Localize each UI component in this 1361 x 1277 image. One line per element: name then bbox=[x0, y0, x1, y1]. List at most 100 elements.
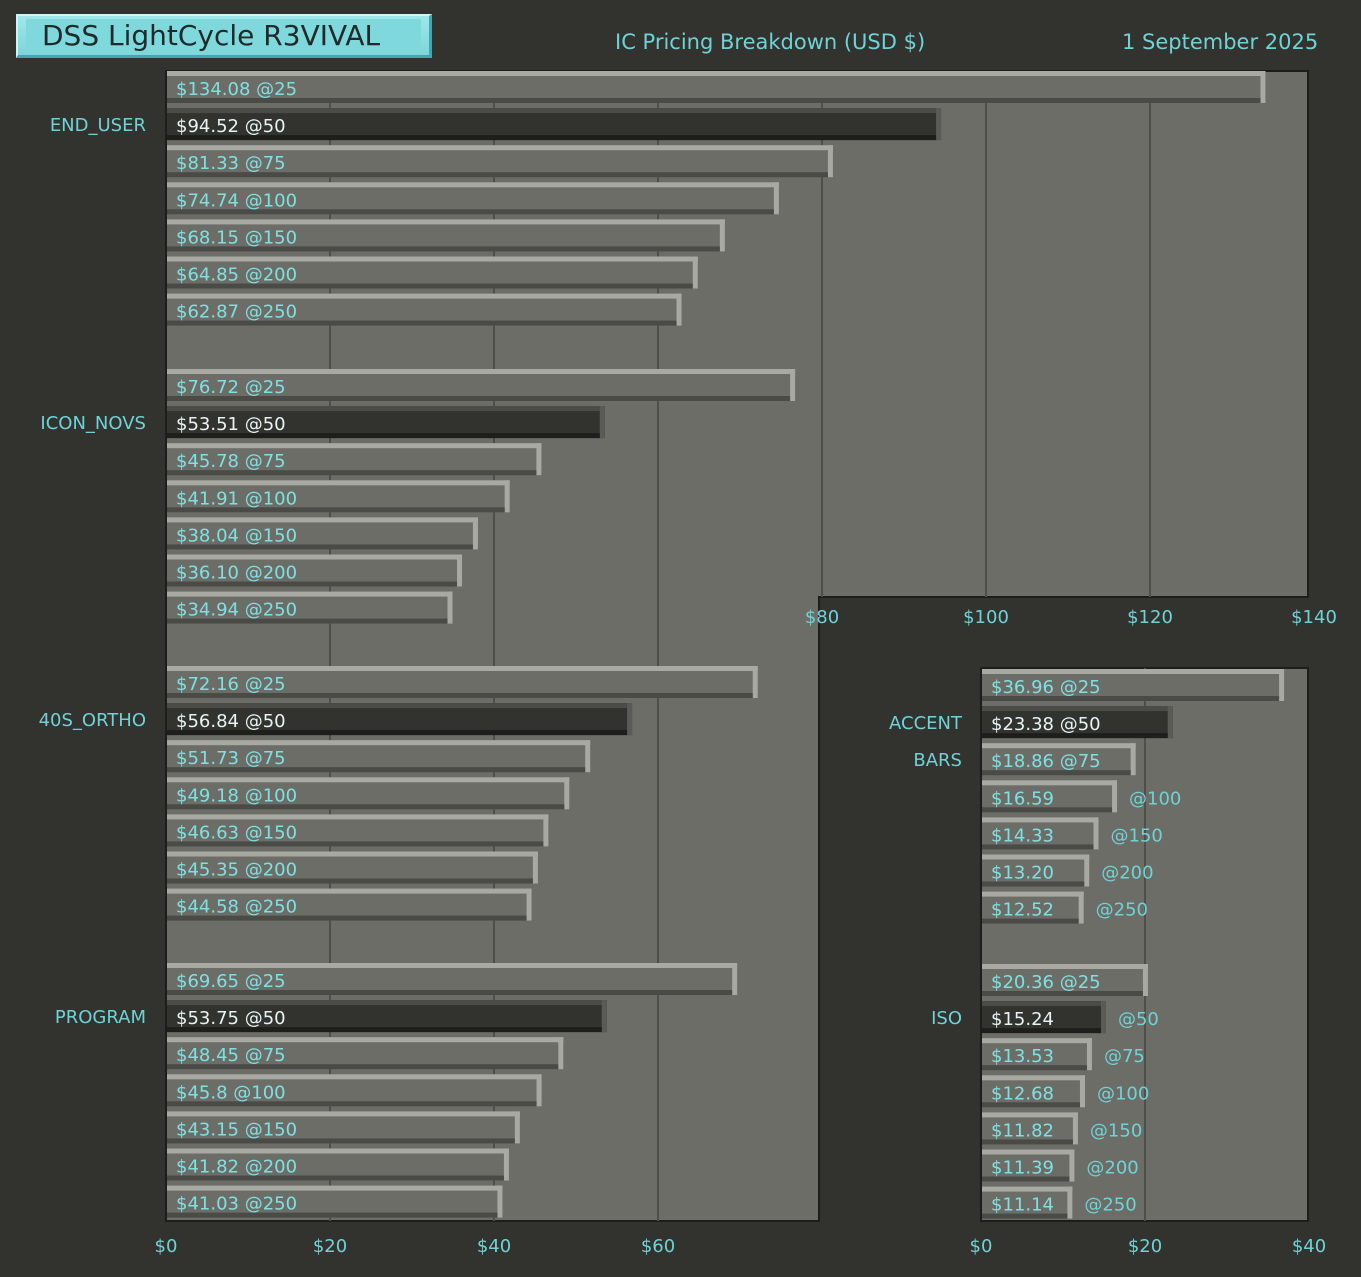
bar-right-edge bbox=[599, 406, 605, 439]
bar-data-label: $62.87 @250 bbox=[176, 302, 297, 323]
group-label: ISO bbox=[931, 1008, 962, 1029]
bar-top-edge bbox=[167, 666, 758, 671]
bar-top-edge bbox=[167, 591, 453, 597]
report-date: 1 September 2025 bbox=[1122, 30, 1319, 54]
bar-right-edge bbox=[503, 1148, 509, 1181]
bar bbox=[167, 777, 570, 810]
bar-right-edge bbox=[536, 1074, 542, 1107]
bar bbox=[982, 964, 1148, 996]
bar-data-label: $16.59 bbox=[991, 788, 1054, 809]
bar-right-edge bbox=[1084, 854, 1090, 887]
bar bbox=[167, 1185, 503, 1218]
bar-bottom-edge bbox=[982, 770, 1131, 776]
bar-top-edge bbox=[167, 777, 570, 783]
bar bbox=[167, 1037, 564, 1070]
bar-right-edge bbox=[676, 293, 682, 326]
bar-data-label: $11.14 bbox=[991, 1195, 1054, 1216]
bar bbox=[982, 891, 1084, 924]
bar-top-edge bbox=[982, 891, 1084, 897]
bar-bottom-edge bbox=[982, 844, 1094, 850]
bar bbox=[167, 219, 725, 252]
bar-top-edge bbox=[982, 706, 1173, 712]
bar-top-edge bbox=[167, 1148, 509, 1154]
bar bbox=[167, 554, 463, 587]
bar-data-label: $64.85 @200 bbox=[176, 265, 297, 286]
bar-top-edge bbox=[167, 1074, 542, 1080]
bar-quantity-label: @200 bbox=[1086, 1158, 1138, 1179]
bar-data-label: $15.24 bbox=[991, 1009, 1054, 1030]
bar-top-edge bbox=[167, 219, 725, 225]
bar-bottom-edge bbox=[982, 1102, 1080, 1108]
bar-data-label: $12.68 bbox=[991, 1083, 1054, 1104]
bar-top-edge bbox=[167, 406, 605, 412]
bar-bottom-edge bbox=[167, 1175, 504, 1181]
bar-right-edge bbox=[752, 666, 758, 698]
bar bbox=[982, 706, 1173, 739]
bar-right-edge bbox=[1093, 817, 1099, 850]
x-tick-label: $60 bbox=[641, 1236, 675, 1257]
bar bbox=[167, 888, 532, 921]
bar-top-edge bbox=[982, 1149, 1075, 1155]
bar-top-edge bbox=[167, 256, 698, 262]
bar-data-label: $41.03 @250 bbox=[176, 1194, 297, 1215]
bar-quantity-label: @150 bbox=[1111, 825, 1163, 846]
bar-data-label: $134.08 @25 bbox=[176, 79, 297, 100]
main-plot-area bbox=[165, 70, 1309, 1222]
bar-right-edge bbox=[558, 1037, 564, 1070]
bar-top-edge bbox=[167, 108, 942, 114]
bar bbox=[167, 851, 538, 884]
bar-right-edge bbox=[790, 369, 796, 401]
bar-top-edge bbox=[982, 964, 1148, 969]
bar-data-label: $34.94 @250 bbox=[176, 600, 297, 621]
bar-top-edge bbox=[167, 1000, 607, 1006]
bar-bottom-edge bbox=[982, 733, 1168, 739]
bar-data-label: $11.82 bbox=[991, 1120, 1054, 1141]
bar-right-edge bbox=[827, 145, 833, 178]
bar-bottom-edge bbox=[167, 841, 544, 847]
bar-top-edge bbox=[167, 1037, 564, 1043]
bar-right-edge bbox=[1100, 1001, 1106, 1034]
bar bbox=[167, 256, 698, 289]
bar bbox=[167, 145, 833, 178]
bar-right-edge bbox=[532, 851, 538, 884]
bar-top-edge bbox=[167, 369, 796, 374]
bar-right-edge bbox=[504, 480, 510, 513]
bar-bottom-edge bbox=[167, 618, 448, 624]
bar-right-edge bbox=[627, 703, 633, 736]
bar-bottom-edge bbox=[167, 767, 586, 773]
bar-bottom-edge bbox=[167, 915, 527, 921]
bar bbox=[167, 443, 542, 476]
bar-top-edge bbox=[982, 743, 1136, 749]
x-tick-label: $20 bbox=[313, 1236, 347, 1257]
bar-bottom-edge bbox=[167, 730, 628, 736]
bar-bottom-edge bbox=[982, 1176, 1070, 1182]
bar bbox=[167, 814, 549, 847]
bar-data-label: $18.86 @75 bbox=[991, 751, 1101, 772]
bar-bottom-edge bbox=[167, 470, 537, 476]
bar bbox=[982, 1038, 1092, 1071]
bar bbox=[167, 293, 682, 326]
bar bbox=[167, 1000, 607, 1033]
bar-bottom-edge bbox=[167, 1027, 602, 1033]
bar-right-edge bbox=[447, 591, 453, 624]
group-label: END_USER bbox=[50, 115, 146, 136]
bar-data-label: $36.10 @200 bbox=[176, 563, 297, 584]
bar-bottom-edge bbox=[167, 693, 753, 698]
bar bbox=[167, 666, 758, 698]
bar-data-label: $76.72 @25 bbox=[176, 377, 286, 398]
bar bbox=[167, 1148, 509, 1181]
bar-top-edge bbox=[167, 703, 633, 709]
bar-bottom-edge bbox=[982, 807, 1113, 813]
bar-right-edge bbox=[773, 182, 779, 215]
bar bbox=[982, 1112, 1078, 1145]
bar-right-edge bbox=[1112, 780, 1118, 813]
bar-bottom-edge bbox=[982, 696, 1280, 701]
bar-bottom-edge bbox=[982, 1139, 1073, 1145]
group-label: 40S_ORTHO bbox=[39, 710, 146, 731]
bar-top-edge bbox=[167, 145, 833, 151]
bar-quantity-label: @150 bbox=[1090, 1120, 1142, 1141]
bar-top-edge bbox=[167, 888, 532, 894]
bar bbox=[167, 591, 453, 624]
bar-data-label: $13.20 bbox=[991, 863, 1054, 884]
